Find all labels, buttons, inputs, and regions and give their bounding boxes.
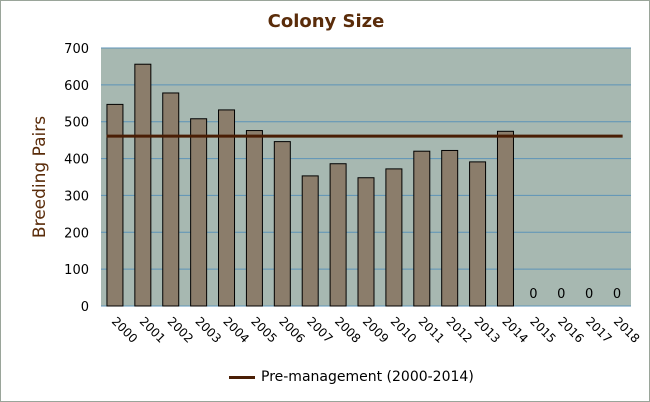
x-tick-label: 2016 — [555, 314, 586, 345]
x-tick-label: 2009 — [360, 314, 391, 345]
bar — [329, 163, 347, 307]
bar — [357, 177, 375, 307]
data-label: 0 — [529, 287, 537, 302]
x-tick-label: 2003 — [193, 314, 224, 345]
bar — [441, 149, 459, 307]
y-tick-label: 200 — [64, 226, 89, 241]
y-tick-label: 0 — [81, 300, 89, 315]
x-tick-label: 2006 — [276, 314, 307, 345]
x-tick-label: 2014 — [499, 314, 530, 345]
x-tick-label: 2011 — [416, 314, 447, 345]
bar — [496, 130, 514, 307]
y-tick-label: 600 — [64, 79, 89, 94]
y-tick-label: 400 — [64, 153, 89, 168]
bar — [134, 63, 152, 307]
y-tick-label: 500 — [64, 116, 89, 131]
bar — [301, 175, 319, 307]
x-tick-label: 2018 — [611, 314, 642, 345]
x-tick-label: 2012 — [444, 314, 475, 345]
y-tick-label: 300 — [64, 189, 89, 204]
x-tick-label: 2000 — [109, 314, 140, 345]
x-tick-label: 2015 — [527, 314, 558, 345]
y-tick-label: 100 — [64, 263, 89, 278]
bar — [162, 92, 180, 307]
bar — [245, 130, 263, 307]
x-tick-label: 2017 — [583, 314, 614, 345]
x-tick-label: 2013 — [471, 314, 502, 345]
data-label: 0 — [585, 287, 593, 302]
x-tick-label: 2007 — [304, 314, 335, 345]
data-label: 0 — [613, 287, 621, 302]
x-tick-label: 2001 — [137, 314, 168, 345]
legend: Pre-management (2000-2014) — [229, 367, 474, 387]
bar — [469, 161, 487, 307]
bar — [413, 150, 431, 307]
legend-label: Pre-management (2000-2014) — [261, 369, 474, 385]
y-axis-label: Breeding Pairs — [30, 116, 50, 238]
x-tick-label: 2010 — [388, 314, 419, 345]
bar — [273, 141, 291, 307]
chart-title: Colony Size — [267, 11, 385, 32]
x-tick-label: 2002 — [165, 314, 196, 345]
x-tick-label: 2008 — [332, 314, 363, 345]
legend-line-swatch — [229, 375, 255, 379]
bar — [218, 109, 236, 307]
y-tick-label: 700 — [64, 42, 89, 57]
x-tick-label: 2005 — [248, 314, 279, 345]
data-label: 0 — [557, 287, 565, 302]
x-tick-label: 2004 — [220, 314, 251, 345]
bar — [106, 103, 124, 307]
bar — [385, 168, 403, 307]
bar — [190, 118, 208, 307]
